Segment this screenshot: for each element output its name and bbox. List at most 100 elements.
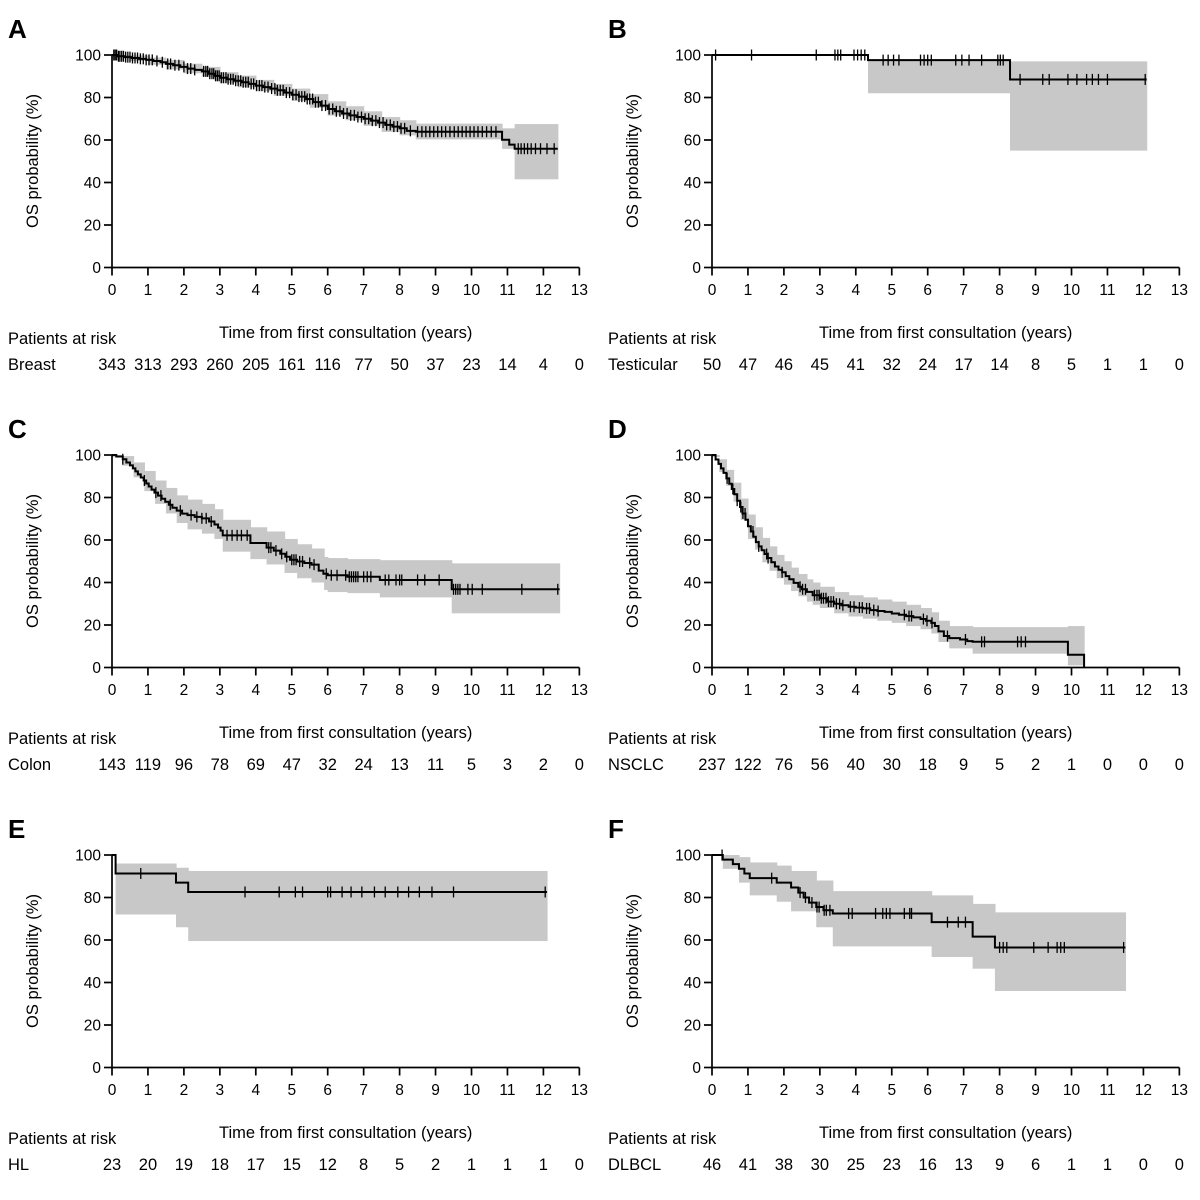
x-tick-label: 7: [359, 282, 368, 299]
y-tick-label: 100: [675, 448, 701, 465]
x-tick-label: 4: [251, 682, 260, 699]
risk-count: 1: [1139, 356, 1148, 374]
ci-band-segment: [868, 59, 1011, 94]
x-tick-label: 0: [108, 682, 117, 699]
axes: [704, 854, 1181, 1076]
x-tick-label: 7: [959, 282, 968, 299]
x-axis-title: Time from first consultation (years): [819, 1124, 1072, 1142]
y-tick-label: 100: [75, 448, 101, 465]
km-curve: [712, 854, 1126, 949]
y-tick-label: 0: [692, 1060, 701, 1077]
x-tick-label: 2: [180, 282, 189, 299]
risk-count: 116: [315, 356, 341, 374]
y-axis-title-group: OS probability (%): [24, 94, 42, 228]
x-tick-label: 12: [1135, 1082, 1152, 1099]
x-axis-title: Time from first consultation (years): [219, 724, 472, 742]
y-tick-label: 80: [684, 890, 702, 907]
x-tick-label: 10: [463, 682, 481, 699]
x-tick-label: 1: [744, 682, 753, 699]
x-tick-label: 3: [216, 682, 225, 699]
ci-band-segment: [931, 895, 974, 957]
risk-count: 5: [995, 756, 1004, 774]
y-tick-label: 40: [684, 575, 702, 592]
x-tick-label: 12: [535, 682, 552, 699]
y-tick-label: 60: [84, 133, 102, 150]
y-axis-title: OS probability (%): [24, 494, 42, 628]
risk-count: 0: [575, 356, 584, 374]
y-tick-label: 20: [684, 1018, 702, 1035]
risk-count: 16: [919, 1156, 937, 1174]
risk-count: 12: [319, 1156, 337, 1174]
ci-band-segment: [144, 470, 156, 492]
y-axis-title-group: OS probability (%): [624, 494, 642, 628]
risk-count: 24: [919, 356, 937, 374]
x-tick-label: 10: [463, 282, 481, 299]
x-tick-label: 9: [431, 682, 440, 699]
risk-count: 47: [739, 356, 757, 374]
censor-ticks: [140, 867, 546, 898]
risk-cohort-label: Breast: [8, 356, 56, 374]
x-axis-title: Time from first consultation (years): [219, 1124, 472, 1142]
risk-cohort-label: DLBCL: [608, 1156, 661, 1174]
risk-count: 3: [503, 756, 512, 774]
ci-band-segment: [133, 462, 145, 478]
x-tick-label: 3: [816, 1082, 825, 1099]
risk-count: 143: [98, 756, 126, 774]
risk-count: 9: [995, 1156, 1004, 1174]
y-tick-label: 60: [684, 133, 702, 150]
y-tick-label: 0: [692, 260, 701, 277]
panel-label: F: [608, 814, 624, 844]
ci-band-segment: [769, 546, 778, 571]
panel-label: D: [608, 414, 627, 444]
risk-count: 313: [134, 356, 162, 374]
ci-band-segment: [747, 514, 756, 539]
risk-count: 50: [703, 356, 721, 374]
risk-count: 5: [1067, 356, 1076, 374]
risk-count: 30: [811, 1156, 829, 1174]
risk-count: 37: [426, 356, 444, 374]
x-tick-label: 2: [780, 282, 789, 299]
x-tick-label: 6: [923, 282, 932, 299]
y-axis-title-group: OS probability (%): [24, 494, 42, 628]
risk-count: 0: [575, 1156, 584, 1174]
risk-count: 17: [247, 1156, 265, 1174]
x-tick-label: 2: [180, 682, 189, 699]
risk-count: 2: [1031, 756, 1040, 774]
risk-count: 30: [883, 756, 901, 774]
x-tick-label: 7: [359, 1082, 368, 1099]
ci-band-segment: [176, 495, 189, 523]
km-panel-b: 0 20 40 60 80 100 0 1 2 3 4 5 6 7 8 9 10 11 12 13 OS probabi…: [600, 0, 1200, 400]
y-tick-label: 20: [84, 618, 102, 635]
x-tick-label: 12: [1135, 682, 1152, 699]
risk-count: 38: [775, 1156, 793, 1174]
risk-count: 23: [883, 1156, 901, 1174]
ci-band-segment: [175, 867, 189, 928]
censor-ticks: [721, 849, 1125, 953]
risk-count: 0: [1175, 1156, 1184, 1174]
y-tick-label: 80: [84, 90, 102, 107]
x-tick-label: 0: [708, 282, 717, 299]
x-tick-label: 6: [923, 682, 932, 699]
km-panel-c: 0 20 40 60 80 100 0 1 2 3 4 5 6 7 8 9 10 11 12 13 OS probabi…: [0, 400, 600, 800]
x-tick-label: 13: [571, 1082, 588, 1099]
x-tick-label: 9: [1031, 682, 1040, 699]
y-tick-label: 100: [75, 48, 101, 65]
y-tick-label: 80: [684, 90, 702, 107]
risk-count: 47: [283, 756, 301, 774]
km-panel-d: 0 20 40 60 80 100 0 1 2 3 4 5 6 7 8 9 10 11 12 13 OS probabi…: [600, 400, 1200, 800]
risk-header: Patients at risk: [608, 1130, 717, 1148]
panel-label: E: [8, 814, 25, 844]
risk-count: 0: [1103, 756, 1112, 774]
y-tick-label: 40: [84, 575, 102, 592]
risk-count: 1: [1067, 1156, 1076, 1174]
x-tick-label: 4: [251, 282, 260, 299]
censor-ticks: [122, 453, 559, 595]
risk-header: Patients at risk: [8, 1130, 117, 1148]
x-tick-label: 7: [359, 682, 368, 699]
